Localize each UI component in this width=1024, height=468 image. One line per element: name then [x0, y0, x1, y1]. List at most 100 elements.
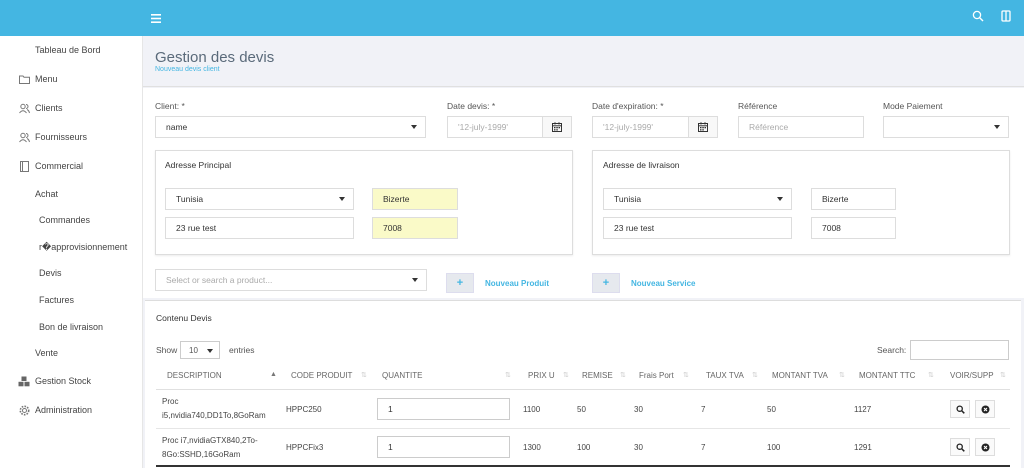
livraison-rue-input[interactable]: 23 rue test — [603, 217, 792, 239]
livraison-pays-select[interactable]: Tunisia — [603, 188, 792, 210]
product-search-select[interactable]: Select or search a product... — [155, 269, 427, 291]
quantity-input[interactable]: 1 — [377, 398, 510, 420]
sidebar-item-gestion-stock[interactable]: Gestion Stock — [0, 369, 143, 393]
sort-icon: ⇅ — [620, 372, 626, 379]
date-expiration-input[interactable]: '12-july-1999' — [592, 116, 689, 138]
column-header-montant-ttc[interactable]: MONTANT TTC — [859, 371, 916, 380]
rue-input[interactable]: 23 rue test — [165, 217, 354, 239]
sidebar-item-label: Devis — [39, 268, 62, 278]
column-header-code-produit[interactable]: CODE PRODUIT — [291, 371, 353, 380]
sidebar-item-label: Tableau de Bord — [35, 45, 101, 55]
sidebar-item-label: Factures — [39, 295, 75, 305]
sidebar-item-label: Gestion Stock — [35, 376, 92, 386]
row-montant-ttc: 1291 — [854, 443, 872, 452]
page-title: Gestion des devis — [155, 49, 275, 66]
entries-value: 10 — [189, 345, 198, 355]
sidebar-item-clients[interactable]: Clients — [0, 96, 143, 120]
column-header-frais-port[interactable]: Frais Port — [639, 371, 674, 380]
rue-value: 23 rue test — [176, 223, 217, 233]
date-devis-placeholder: '12-july-1999' — [458, 122, 509, 132]
delete-button[interactable] — [975, 400, 995, 418]
sidebar-item-label: Vente — [35, 348, 59, 358]
entries-select[interactable]: 10 — [180, 341, 220, 359]
chevron-down-icon — [994, 125, 1000, 129]
date-devis-input[interactable]: '12-july-1999' — [447, 116, 543, 138]
users-icon — [18, 131, 30, 143]
mode-paiement-select[interactable] — [883, 116, 1009, 138]
search-icon — [955, 442, 965, 452]
client-select-value: name — [166, 122, 188, 132]
sidebar-item-devis[interactable]: Devis — [0, 261, 143, 285]
column-header-prix-u[interactable]: PRIX U — [528, 371, 555, 380]
row-description-line1: Proc i7,nvidiaGTX840,2To- — [162, 436, 258, 445]
row-taux-tva: 7 — [701, 443, 706, 452]
column-header-description[interactable]: DESCRIPTION — [167, 371, 222, 380]
contenu-devis-panel: Contenu Devis Show 10 entries Search: DE… — [145, 300, 1021, 468]
sidebar-item-bon-de-livraison[interactable]: Bon de livraison — [0, 315, 143, 339]
quantity-value: 1 — [388, 442, 393, 452]
nouveau-service-link[interactable]: Nouveau Service — [631, 279, 696, 288]
quantity-input[interactable]: 1 — [377, 436, 510, 458]
sidebar-item-achat[interactable]: Achat — [0, 182, 143, 206]
sidebar-item-label: Menu — [35, 74, 58, 84]
sort-icon: ⇅ — [683, 372, 689, 379]
devis-form: Client: * Date devis: * Date d'expiratio… — [143, 88, 1024, 298]
close-circle-icon — [981, 405, 989, 413]
view-button[interactable] — [950, 400, 970, 418]
column-header-montant-tva[interactable]: MONTANT TVA — [772, 371, 828, 380]
nouveau-produit-link[interactable]: Nouveau Produit — [485, 279, 550, 288]
livraison-code-postal-value: 7008 — [822, 223, 841, 233]
sidebar-item-administration[interactable]: Administration — [0, 398, 143, 422]
search-icon[interactable] — [972, 10, 988, 26]
add-product-button[interactable]: + — [446, 273, 474, 293]
sidebar-item-menu[interactable]: Menu — [0, 67, 143, 91]
date-devis-calendar-button[interactable] — [542, 116, 572, 138]
page-subtitle: Nouveau devis client — [155, 66, 220, 73]
sidebar-item-tableau-de-bord[interactable]: Tableau de Bord — [0, 38, 143, 62]
sidebar-item-commandes[interactable]: Commandes — [0, 208, 143, 232]
table-search-input[interactable] — [910, 340, 1009, 360]
panel-toggle-icon[interactable] — [1001, 10, 1017, 26]
row-frais-port: 30 — [634, 405, 643, 414]
column-header-voir-supp[interactable]: VOIR/SUPP — [950, 371, 994, 380]
sidebar-item-factures[interactable]: Factures — [0, 288, 143, 312]
sidebar-item-label: Fournisseurs — [35, 132, 88, 142]
sidebar-item-fournisseurs[interactable]: Fournisseurs — [0, 125, 143, 149]
delete-button[interactable] — [975, 438, 995, 456]
sort-asc-icon: ▲ — [270, 371, 277, 378]
date-expiration-calendar-button[interactable] — [688, 116, 718, 138]
client-select[interactable]: name — [155, 116, 426, 138]
livraison-code-postal-input[interactable]: 7008 — [811, 217, 896, 239]
calendar-icon — [698, 122, 708, 132]
code-postal-input[interactable]: 7008 — [372, 217, 458, 239]
sidebar-item-vente[interactable]: Vente — [0, 341, 143, 365]
add-service-button[interactable]: + — [592, 273, 620, 293]
users-icon — [18, 102, 30, 114]
quantity-value: 1 — [388, 404, 393, 414]
sort-icon: ⇅ — [563, 372, 569, 379]
row-remise: 50 — [577, 405, 586, 414]
chevron-down-icon — [339, 197, 345, 201]
menu-toggle-icon[interactable] — [151, 12, 161, 26]
header-divider — [156, 389, 1010, 390]
product-search-placeholder: Select or search a product... — [166, 275, 273, 285]
column-header-remise[interactable]: REMISE — [582, 371, 613, 380]
ville-input[interactable]: Bizerte — [372, 188, 458, 210]
view-button[interactable] — [950, 438, 970, 456]
reference-label: Référence — [738, 101, 778, 111]
contenu-devis-title: Contenu Devis — [156, 313, 212, 323]
livraison-ville-input[interactable]: Bizerte — [811, 188, 896, 210]
column-header-quantite[interactable]: QUANTITE — [382, 371, 423, 380]
pays-select[interactable]: Tunisia — [165, 188, 354, 210]
sidebar-item-label: Commercial — [35, 161, 84, 171]
calendar-icon — [552, 122, 562, 132]
adresse-principal-panel: Adresse Principal Tunisia Bizerte 23 rue… — [155, 150, 573, 255]
sidebar-item-reapprovisionnement[interactable]: r�approvisionnement — [0, 235, 143, 259]
search-label: Search: — [877, 345, 907, 355]
sidebar-item-label: Achat — [35, 189, 59, 199]
sidebar-item-commercial[interactable]: Commercial — [0, 154, 143, 178]
reference-input[interactable]: Référence — [738, 116, 864, 138]
reference-placeholder: Référence — [749, 122, 789, 132]
pays-value: Tunisia — [176, 194, 204, 204]
column-header-taux-tva[interactable]: TAUX TVA — [706, 371, 744, 380]
